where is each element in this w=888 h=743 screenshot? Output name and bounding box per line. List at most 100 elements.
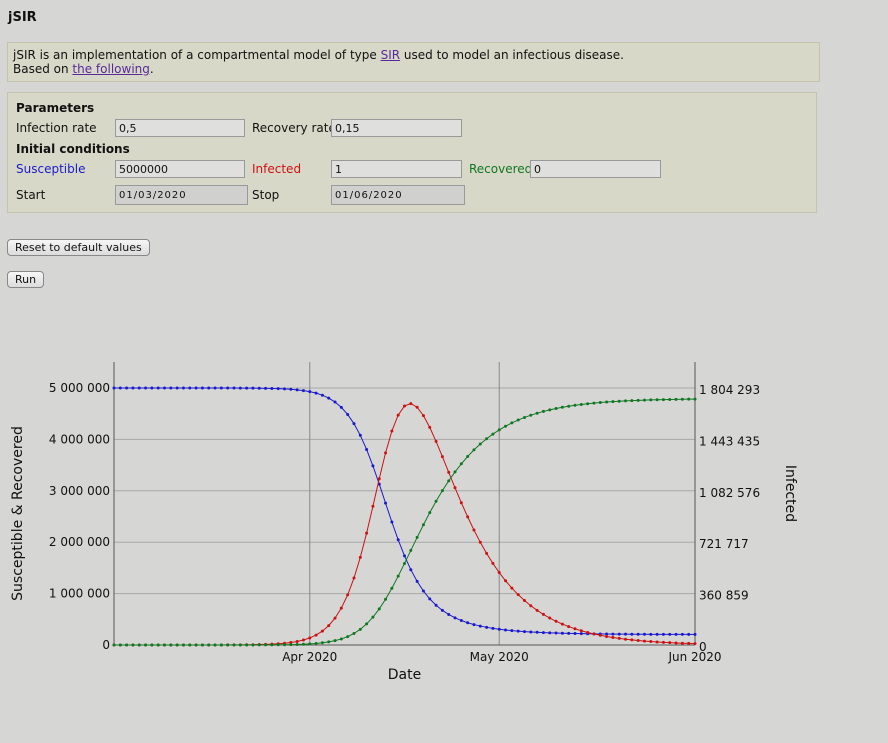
data-point-recovered xyxy=(308,642,312,646)
data-point-susceptible xyxy=(674,632,678,636)
data-point-infected xyxy=(674,641,678,645)
data-point-susceptible xyxy=(491,626,495,630)
data-point-recovered xyxy=(150,643,154,647)
sir-chart: 0 1 000 000 2 000 000 3 000 000 4 000 000 5 0… xyxy=(10,362,798,683)
start-label: Start xyxy=(16,188,46,202)
data-point-susceptible xyxy=(194,386,198,390)
data-point-recovered xyxy=(131,643,135,647)
the-following-link[interactable]: the following xyxy=(72,62,150,76)
data-point-infected xyxy=(649,640,653,644)
data-point-infected xyxy=(384,451,388,455)
data-point-recovered xyxy=(194,643,198,647)
data-point-susceptible xyxy=(327,396,331,400)
stop-date-input[interactable] xyxy=(331,185,465,205)
data-point-susceptible xyxy=(421,589,425,593)
data-point-recovered xyxy=(358,627,362,631)
data-point-susceptible xyxy=(579,632,583,636)
data-point-recovered xyxy=(541,409,545,413)
data-point-recovered xyxy=(504,424,508,428)
data-point-recovered xyxy=(579,402,583,406)
data-point-susceptible xyxy=(617,632,621,636)
data-point-recovered xyxy=(592,401,596,405)
data-point-recovered xyxy=(642,398,646,402)
recovered-input[interactable] xyxy=(530,160,661,178)
data-point-recovered xyxy=(365,622,369,626)
recovery-rate-input[interactable] xyxy=(331,119,462,137)
data-point-recovered xyxy=(516,418,520,422)
data-point-recovered xyxy=(485,437,489,441)
data-point-recovered xyxy=(377,607,381,611)
left-tick-label: 0 xyxy=(102,638,110,652)
intro-text-2: used to model an infectious disease. xyxy=(400,48,624,62)
susceptible-input[interactable] xyxy=(115,160,245,178)
data-point-infected xyxy=(333,616,337,620)
infected-input[interactable] xyxy=(331,160,462,178)
data-point-susceptible xyxy=(150,386,154,390)
data-point-susceptible xyxy=(314,391,318,395)
run-button[interactable]: Run xyxy=(7,271,45,288)
data-point-susceptible xyxy=(428,597,432,601)
data-point-susceptible xyxy=(573,632,577,636)
data-point-susceptible xyxy=(320,393,324,397)
left-tick-label: 1 000 000 xyxy=(49,587,110,601)
data-point-recovered xyxy=(415,535,419,539)
data-point-susceptible xyxy=(535,630,539,634)
infection-rate-input[interactable] xyxy=(115,119,245,137)
data-point-recovered xyxy=(219,643,223,647)
data-point-susceptible xyxy=(655,632,659,636)
data-point-susceptible xyxy=(459,619,463,623)
data-point-infected xyxy=(352,576,356,580)
left-axis-title: Susceptible & Recovered xyxy=(10,426,26,601)
data-point-recovered xyxy=(346,635,350,639)
data-point-susceptible xyxy=(112,386,116,390)
intro-text-4: . xyxy=(149,62,154,76)
x-tick-label: Jun 2020 xyxy=(667,650,721,664)
data-point-recovered xyxy=(567,404,571,408)
data-point-susceptible xyxy=(630,632,634,636)
data-point-infected xyxy=(440,455,444,459)
data-point-infected xyxy=(554,619,558,623)
data-point-recovered xyxy=(510,421,514,425)
data-point-susceptible xyxy=(434,603,438,607)
left-tick-label: 4 000 000 xyxy=(49,432,110,446)
data-point-susceptible xyxy=(560,631,564,635)
data-point-recovered xyxy=(125,643,129,647)
data-point-recovered xyxy=(680,397,684,401)
chart-series xyxy=(112,386,697,647)
data-point-susceptible xyxy=(510,629,514,633)
data-point-recovered xyxy=(226,643,230,647)
data-point-recovered xyxy=(668,397,672,401)
data-point-infected xyxy=(573,627,577,631)
data-point-susceptible xyxy=(680,632,684,636)
parameters-heading: Parameters xyxy=(16,101,95,115)
data-point-infected xyxy=(339,606,343,610)
intro-text-3: Based on xyxy=(13,62,73,76)
data-point-recovered xyxy=(264,643,268,647)
sir-link[interactable]: SIR xyxy=(380,48,401,62)
data-point-susceptible xyxy=(529,630,533,634)
reset-button[interactable]: Reset to default values xyxy=(7,239,150,256)
data-point-susceptible xyxy=(207,386,211,390)
data-point-susceptible xyxy=(548,631,552,635)
data-point-infected xyxy=(504,579,508,583)
data-point-recovered xyxy=(447,479,451,483)
data-point-susceptible xyxy=(365,447,369,451)
start-date-input[interactable] xyxy=(115,185,248,205)
data-point-infected xyxy=(497,571,501,575)
data-point-infected xyxy=(403,404,406,408)
left-tick-label: 5 000 000 xyxy=(49,381,110,395)
data-point-infected xyxy=(428,425,432,429)
data-point-susceptible xyxy=(283,387,287,391)
data-point-infected xyxy=(415,405,419,409)
data-point-infected xyxy=(453,486,457,490)
data-point-infected xyxy=(680,641,684,645)
data-point-susceptible xyxy=(295,388,299,392)
data-point-recovered xyxy=(548,408,552,412)
data-point-recovered xyxy=(630,399,634,403)
initial-conditions-heading: Initial conditions xyxy=(16,142,130,156)
data-point-susceptible xyxy=(125,386,129,390)
data-point-susceptible xyxy=(661,632,665,636)
data-point-recovered xyxy=(213,643,217,647)
data-point-infected xyxy=(289,640,293,644)
data-point-recovered xyxy=(118,643,122,647)
